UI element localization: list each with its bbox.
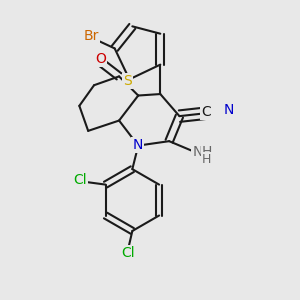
- Text: O: O: [95, 52, 106, 66]
- Text: S: S: [124, 74, 132, 88]
- Text: N: N: [132, 138, 143, 152]
- Text: Cl: Cl: [73, 173, 87, 187]
- Text: C: C: [201, 105, 211, 119]
- Text: H: H: [202, 153, 212, 166]
- Text: N: N: [193, 145, 203, 159]
- Text: H: H: [202, 145, 212, 159]
- Text: Br: Br: [83, 29, 99, 43]
- Text: Cl: Cl: [122, 246, 135, 260]
- Text: N: N: [224, 103, 234, 117]
